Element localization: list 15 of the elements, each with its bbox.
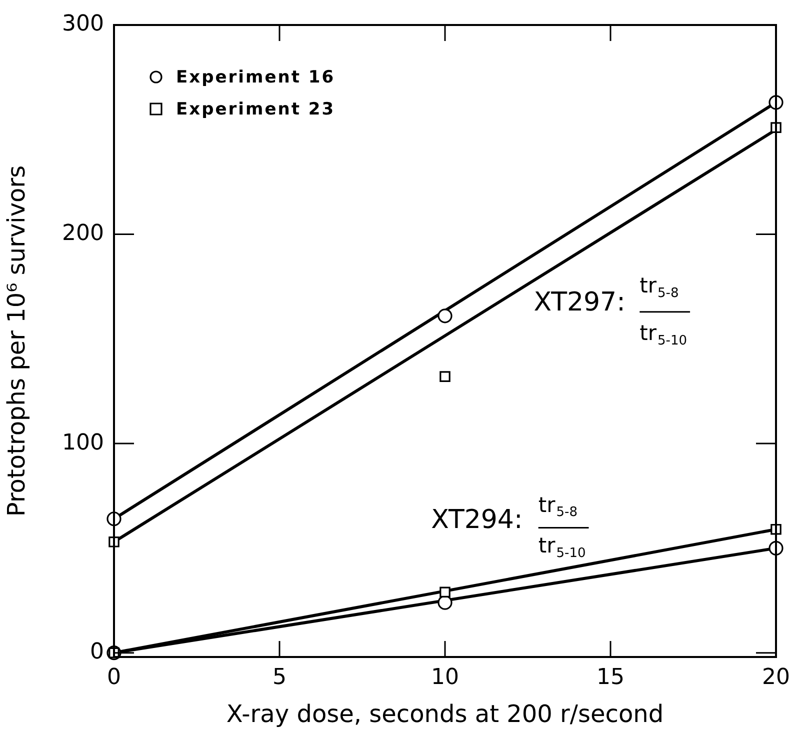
x-tick-label: 0 bbox=[107, 664, 121, 690]
annotation: XT297: bbox=[534, 287, 626, 318]
x-tick-label: 10 bbox=[431, 664, 459, 690]
y-tick-label: 300 bbox=[62, 12, 104, 37]
y-tick-label: 0 bbox=[90, 640, 104, 665]
y-axis-title: Prototrophs per 10⁶ survivors bbox=[2, 165, 31, 517]
annotation: XT294: bbox=[431, 504, 523, 535]
x-tick-label: 20 bbox=[762, 664, 790, 690]
legend-label: Experiment 23 bbox=[176, 99, 336, 120]
x-tick-label: 5 bbox=[272, 664, 286, 690]
y-tick-label: 100 bbox=[62, 430, 104, 456]
x-tick-label: 15 bbox=[596, 664, 624, 690]
y-tick-label: 200 bbox=[62, 220, 104, 246]
x-axis-title: X-ray dose, seconds at 200 r/second bbox=[226, 700, 664, 728]
legend-label: Experiment 16 bbox=[176, 67, 336, 88]
